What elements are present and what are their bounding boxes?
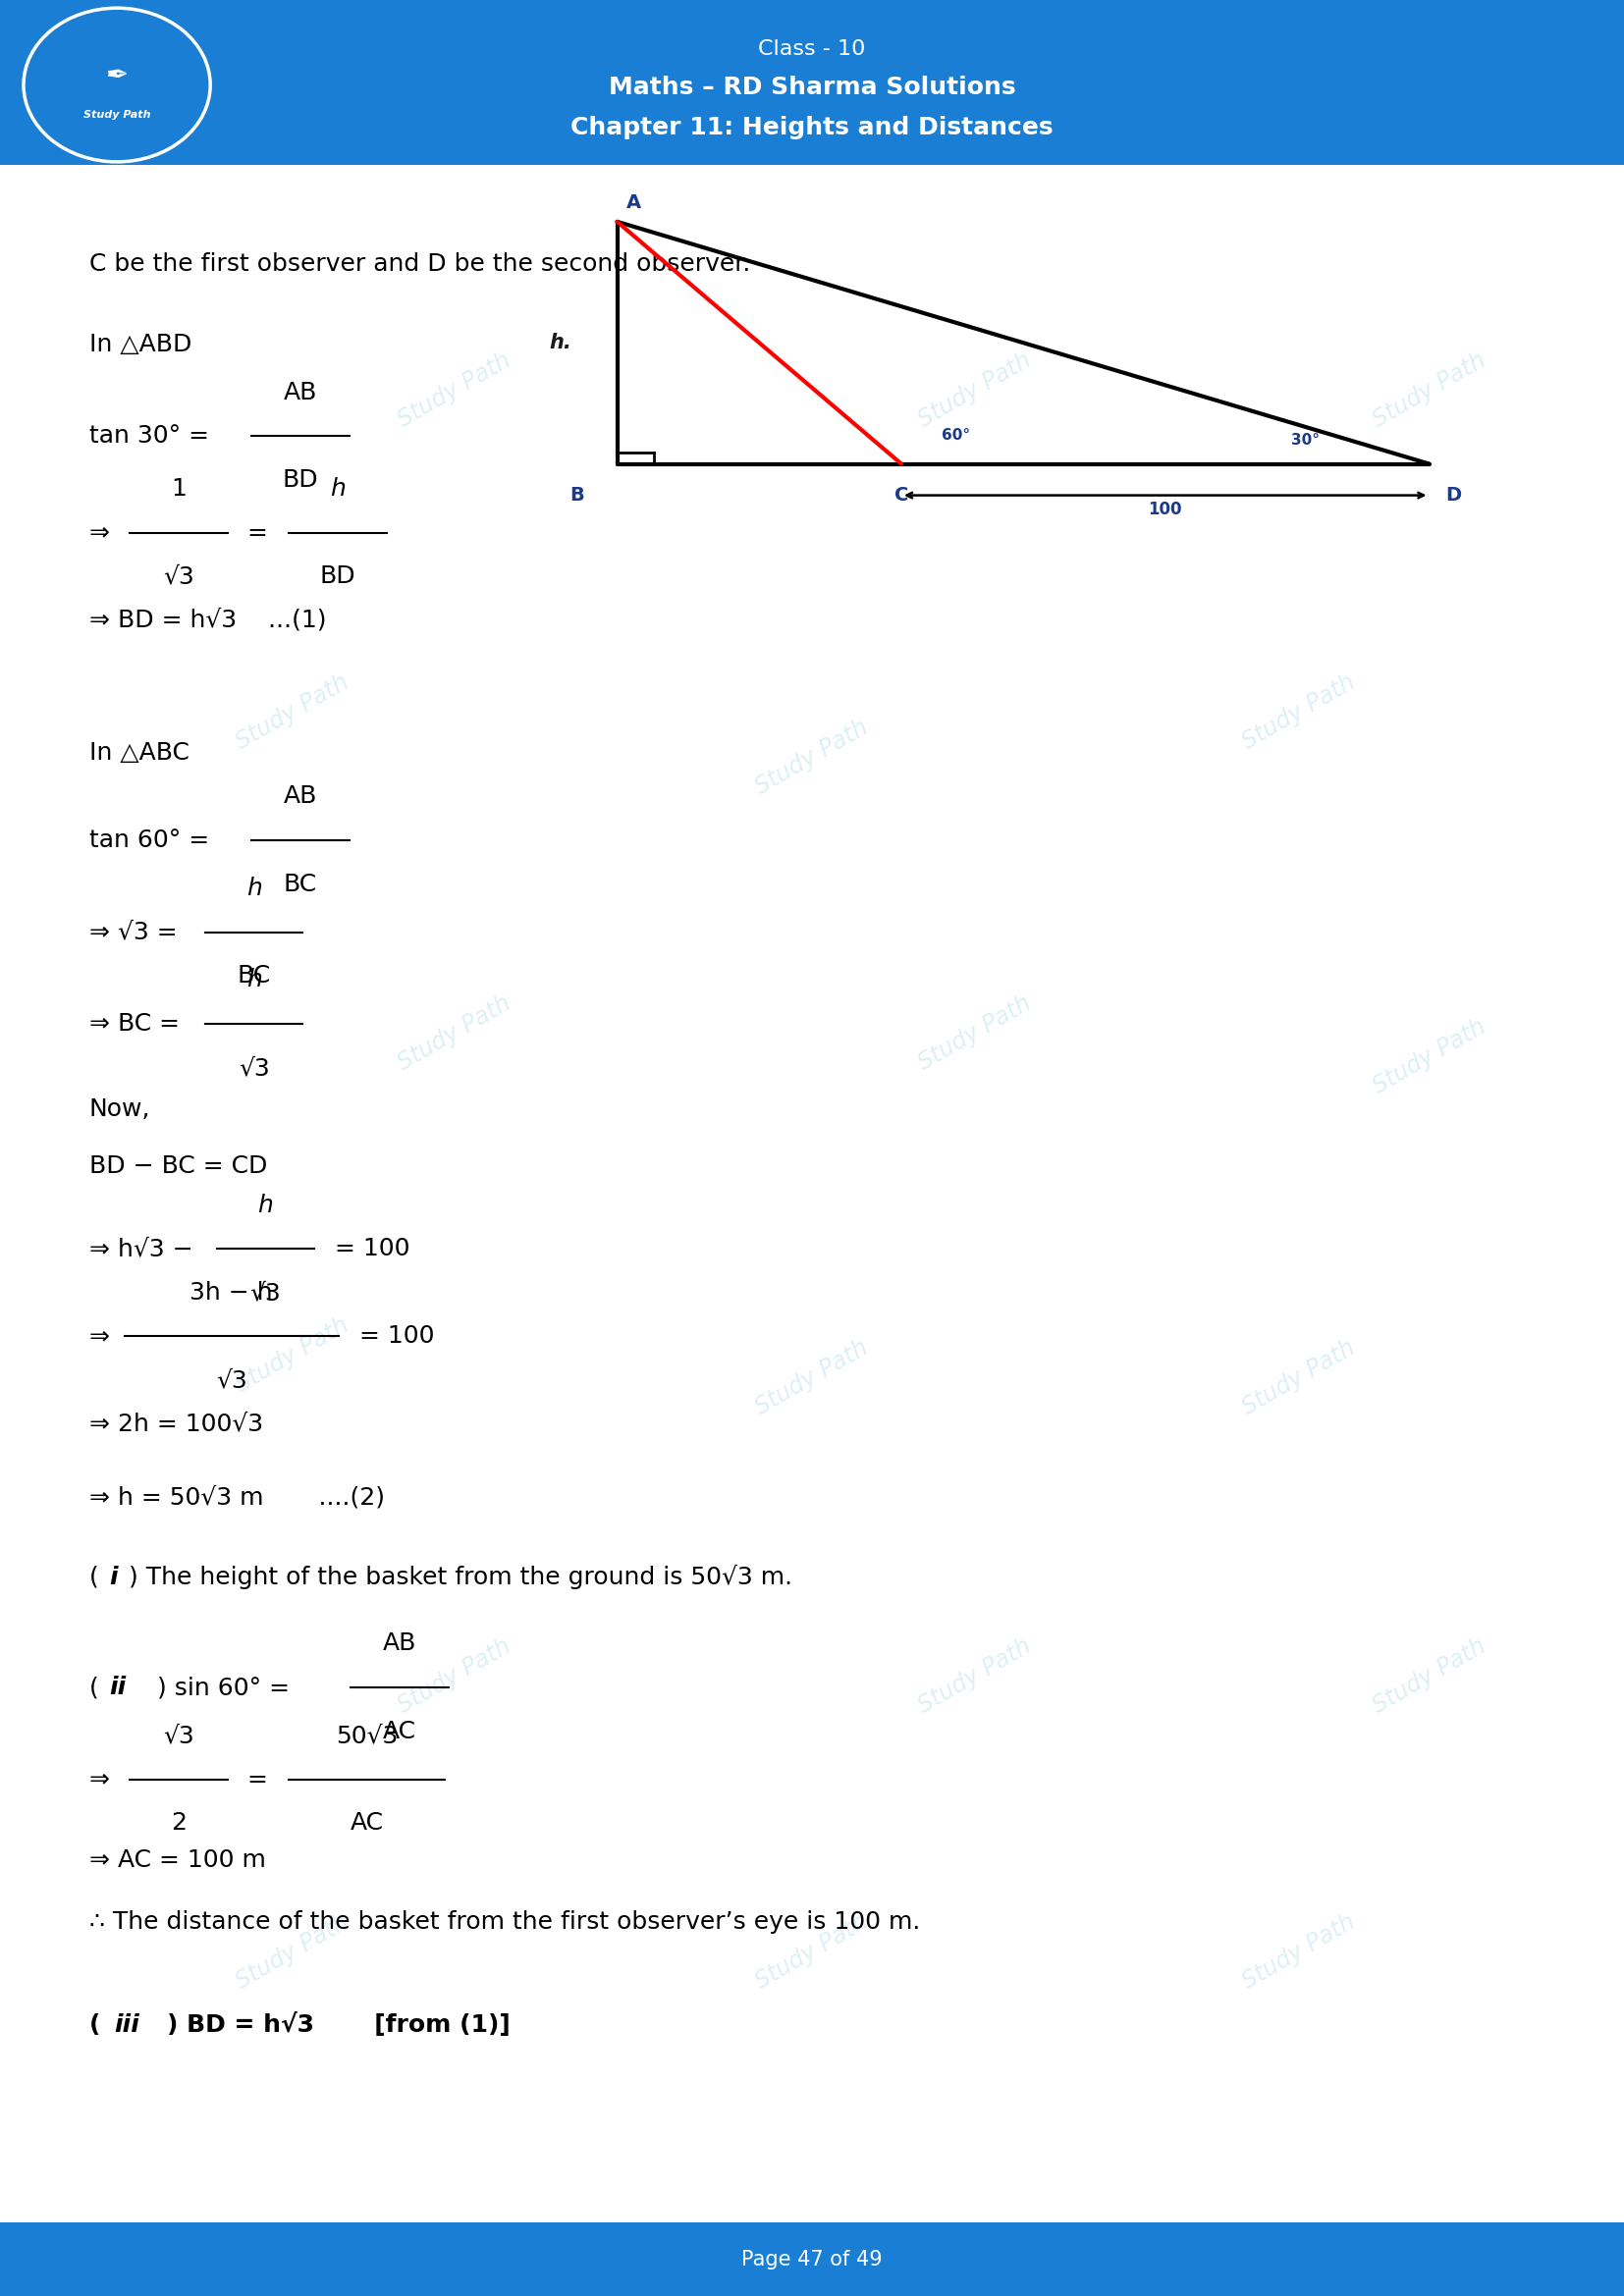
Text: i: i (109, 1566, 117, 1589)
Text: iii: iii (114, 2014, 140, 2037)
Text: In △ABC: In △ABC (89, 742, 190, 765)
Text: 30°: 30° (1291, 432, 1320, 448)
Text: Study Path: Study Path (752, 1336, 872, 1419)
Text: 1: 1 (171, 478, 187, 501)
Text: BD: BD (283, 468, 318, 491)
Text: (: ( (89, 2014, 101, 2037)
Text: C be the first observer and D be the second observer.: C be the first observer and D be the sec… (89, 253, 750, 276)
Text: ii: ii (109, 1676, 125, 1699)
Text: AB: AB (383, 1632, 416, 1655)
Text: h: h (247, 969, 261, 992)
Text: ) sin 60° =: ) sin 60° = (158, 1676, 297, 1699)
Text: ⇒ h = 50√3 m       ....(2): ⇒ h = 50√3 m ....(2) (89, 1486, 385, 1508)
Text: Now,: Now, (89, 1097, 151, 1120)
Text: In △ABD: In △ABD (89, 333, 192, 356)
Bar (0, 0, 1624, 165)
Text: AC: AC (383, 1720, 416, 1743)
Text: Study Path: Study Path (1369, 1015, 1489, 1097)
Text: h.: h. (549, 333, 572, 354)
Text: Study Path: Study Path (752, 716, 872, 799)
Text: 2: 2 (171, 1812, 187, 1835)
Text: Study Path: Study Path (914, 1635, 1034, 1717)
Text: BD − BC = CD: BD − BC = CD (89, 1155, 268, 1178)
Text: Class - 10: Class - 10 (758, 39, 866, 60)
Text: 60°: 60° (942, 427, 971, 443)
Text: Study Path: Study Path (1239, 1336, 1359, 1419)
Text: Study Path: Study Path (1239, 1910, 1359, 1993)
Text: h: h (258, 1194, 273, 1217)
Text: √3: √3 (239, 1056, 270, 1079)
Text: =: = (247, 521, 268, 544)
Text: √3: √3 (250, 1281, 281, 1304)
Text: Maths – RD Sharma Solutions: Maths – RD Sharma Solutions (609, 76, 1015, 99)
Text: h: h (330, 478, 346, 501)
Text: Study Path: Study Path (395, 349, 515, 432)
Text: ⇒ BC =: ⇒ BC = (89, 1013, 187, 1035)
Text: √3: √3 (162, 1724, 195, 1747)
Text: Study Path: Study Path (752, 1910, 872, 1993)
Text: ⇒ h√3 −: ⇒ h√3 − (89, 1238, 193, 1261)
Bar (0, 2223, 1624, 2296)
Text: Study Path: Study Path (232, 1910, 352, 1993)
Text: 3h − h: 3h − h (190, 1281, 273, 1304)
Text: Study Path: Study Path (914, 992, 1034, 1075)
Text: (: ( (89, 1566, 99, 1589)
Text: ∴ The distance of the basket from the first observer’s eye is 100 m.: ∴ The distance of the basket from the fi… (89, 1910, 921, 1933)
Text: =: = (247, 1768, 268, 1791)
Text: ⇒ √3 =: ⇒ √3 = (89, 921, 185, 944)
Text: Study Path: Study Path (83, 110, 151, 119)
Text: Study Path: Study Path (1369, 349, 1489, 432)
Text: ) BD = h√3       [from (1)]: ) BD = h√3 [from (1)] (167, 2014, 510, 2037)
Text: ⇒: ⇒ (89, 1768, 110, 1791)
Text: h: h (247, 877, 261, 900)
Text: A: A (625, 193, 641, 211)
Text: = 100: = 100 (326, 1238, 411, 1261)
Text: ⇒ 2h = 100√3: ⇒ 2h = 100√3 (89, 1412, 263, 1435)
Text: AB: AB (284, 381, 317, 404)
Text: (: ( (89, 1676, 99, 1699)
Text: = 100: = 100 (351, 1325, 435, 1348)
Text: Page 47 of 49: Page 47 of 49 (742, 2250, 882, 2268)
Text: ⇒: ⇒ (89, 521, 110, 544)
Text: 100: 100 (1148, 501, 1182, 519)
Text: C: C (895, 487, 908, 505)
Text: √3: √3 (162, 565, 195, 588)
Text: Study Path: Study Path (232, 1313, 352, 1396)
Text: B: B (570, 487, 583, 505)
Text: BD: BD (320, 565, 356, 588)
Text: AB: AB (284, 785, 317, 808)
Text: √3: √3 (216, 1368, 247, 1391)
Text: ⇒: ⇒ (89, 1325, 110, 1348)
Text: ⇒ BD = h√3    ...(1): ⇒ BD = h√3 ...(1) (89, 608, 326, 631)
Text: Study Path: Study Path (1239, 670, 1359, 753)
Text: Study Path: Study Path (395, 1635, 515, 1717)
Text: Study Path: Study Path (914, 349, 1034, 432)
Text: D: D (1445, 487, 1462, 505)
Text: BC: BC (284, 872, 317, 895)
Text: Study Path: Study Path (232, 670, 352, 753)
Text: tan 30° =: tan 30° = (89, 425, 218, 448)
Text: 50√3: 50√3 (336, 1724, 398, 1747)
Text: ) The height of the basket from the ground is 50√3 m.: ) The height of the basket from the grou… (128, 1566, 793, 1589)
Text: Study Path: Study Path (1369, 1635, 1489, 1717)
Text: Chapter 11: Heights and Distances: Chapter 11: Heights and Distances (570, 115, 1054, 140)
Text: ✒: ✒ (106, 62, 128, 90)
Text: Study Path: Study Path (395, 992, 515, 1075)
Text: tan 60° =: tan 60° = (89, 829, 218, 852)
Text: AC: AC (351, 1812, 383, 1835)
Text: BC: BC (237, 964, 271, 987)
Text: ⇒ AC = 100 m: ⇒ AC = 100 m (89, 1848, 266, 1871)
